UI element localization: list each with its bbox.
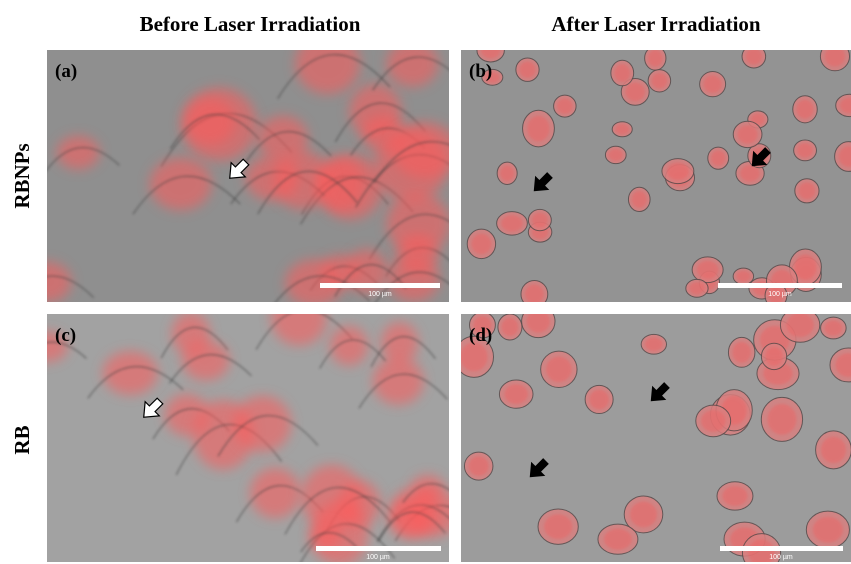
scale-bar-label: 100 µm bbox=[368, 291, 392, 298]
cell bbox=[527, 116, 549, 142]
column-header: Before Laser Irradiation bbox=[140, 12, 361, 36]
cell bbox=[632, 191, 647, 208]
cell bbox=[387, 41, 439, 87]
cell bbox=[471, 234, 491, 255]
cell bbox=[389, 498, 427, 537]
cell bbox=[258, 116, 308, 161]
page: {"column_headers": ["Before Laser Irradi… bbox=[0, 0, 851, 564]
cell bbox=[373, 358, 424, 405]
cell bbox=[544, 514, 572, 539]
cell bbox=[652, 73, 668, 89]
cell bbox=[57, 136, 100, 169]
cell bbox=[546, 357, 571, 383]
cell bbox=[557, 98, 573, 113]
cell bbox=[813, 517, 843, 543]
scale-bar bbox=[316, 546, 441, 551]
scale-bar bbox=[720, 546, 843, 551]
panel-label: (d) bbox=[469, 325, 492, 346]
panel-label: (c) bbox=[55, 325, 76, 346]
cell bbox=[285, 259, 343, 306]
cell bbox=[704, 75, 722, 93]
cell bbox=[103, 351, 158, 395]
cell bbox=[786, 313, 814, 337]
micrograph bbox=[16, 291, 482, 564]
cell bbox=[824, 320, 842, 335]
cell bbox=[701, 410, 725, 432]
cell bbox=[738, 125, 758, 143]
cell bbox=[532, 213, 548, 228]
column-header: After Laser Irradiation bbox=[551, 12, 761, 36]
cell bbox=[615, 124, 629, 135]
cell bbox=[150, 158, 212, 210]
cell bbox=[630, 502, 657, 528]
cell bbox=[722, 486, 747, 506]
cell bbox=[711, 150, 726, 165]
cell bbox=[589, 390, 609, 410]
cell bbox=[392, 122, 458, 178]
cell bbox=[500, 165, 514, 181]
cell bbox=[519, 61, 535, 77]
cell bbox=[525, 285, 544, 304]
cell bbox=[23, 262, 71, 302]
cell bbox=[794, 254, 816, 279]
scale-bar bbox=[718, 283, 842, 288]
micrograph bbox=[461, 39, 851, 308]
cell bbox=[821, 437, 846, 464]
cell bbox=[234, 396, 292, 452]
cell bbox=[765, 347, 783, 365]
panel-label: (b) bbox=[469, 61, 492, 82]
row-label: RB bbox=[10, 425, 34, 454]
scale-bar bbox=[320, 283, 440, 288]
cell bbox=[301, 465, 362, 530]
cell bbox=[796, 100, 813, 119]
figure: Before Laser Irradiation After Laser Irr… bbox=[0, 0, 851, 564]
cell bbox=[295, 33, 360, 94]
scale-bar-label: 100 µm bbox=[768, 291, 792, 298]
cell bbox=[388, 256, 440, 302]
cell bbox=[697, 261, 719, 279]
cell bbox=[648, 50, 663, 67]
cell bbox=[330, 326, 368, 365]
cell bbox=[609, 149, 624, 161]
cell bbox=[182, 341, 229, 381]
cell bbox=[614, 64, 630, 82]
scale-bar-label: 100 µm bbox=[366, 554, 390, 561]
cell bbox=[798, 182, 815, 199]
cell bbox=[184, 98, 236, 145]
cell bbox=[469, 456, 489, 476]
cell bbox=[689, 282, 705, 295]
cell bbox=[460, 342, 487, 371]
cell bbox=[645, 337, 663, 351]
cell bbox=[504, 384, 528, 404]
cell bbox=[625, 82, 645, 101]
cell bbox=[604, 529, 632, 550]
cell bbox=[481, 42, 500, 58]
micrograph bbox=[454, 305, 851, 564]
cell bbox=[797, 143, 813, 158]
cell bbox=[250, 468, 300, 518]
cell bbox=[527, 310, 550, 333]
scale-bar-label: 100 µm bbox=[769, 554, 793, 561]
cell bbox=[502, 318, 519, 336]
cell bbox=[825, 46, 845, 66]
cell bbox=[746, 49, 763, 65]
micrograph bbox=[10, 33, 488, 310]
cell bbox=[412, 475, 444, 501]
cell bbox=[732, 342, 751, 363]
row-label: RBNPs bbox=[10, 143, 34, 208]
cell bbox=[387, 193, 450, 255]
panel-label: (a) bbox=[55, 61, 77, 82]
cell bbox=[381, 322, 418, 364]
cell bbox=[501, 215, 523, 231]
cell bbox=[767, 404, 796, 435]
cell bbox=[667, 162, 689, 179]
cell bbox=[736, 271, 750, 283]
